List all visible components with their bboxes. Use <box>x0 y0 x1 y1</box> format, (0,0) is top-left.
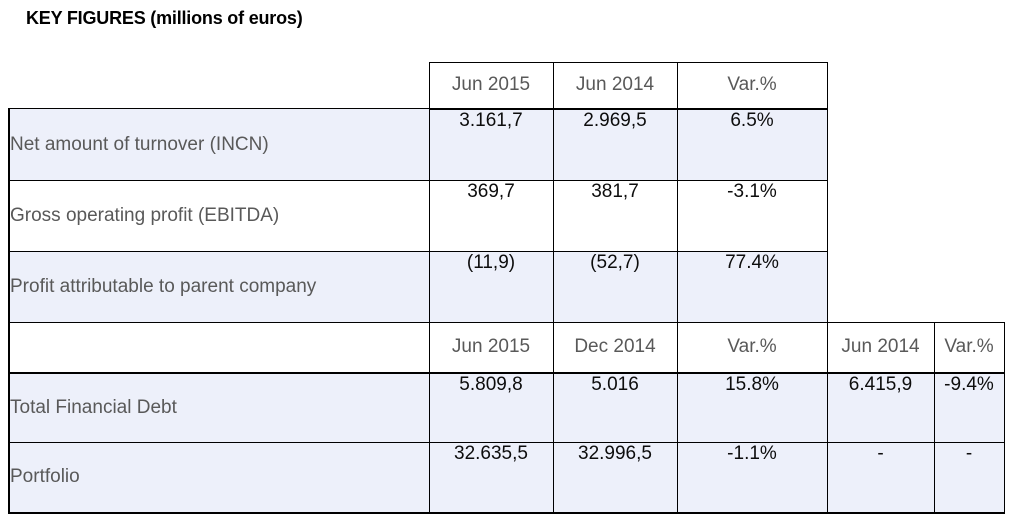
row-label: Profit attributable to parent company <box>8 251 430 323</box>
cell-value: 15.8% <box>676 372 828 443</box>
column-header-var-pct: Var.% <box>676 322 828 374</box>
cell-value: (52,7) <box>552 251 678 323</box>
section2-header-row: Jun 2015 Dec 2014 Var.% Jun 2014 Var.% <box>8 322 1005 374</box>
column-header-jun-2014: Jun 2014 <box>552 62 678 110</box>
spacer-cell <box>827 63 934 109</box>
cell-value: -9.4% <box>933 372 1005 443</box>
cell-value: 369,7 <box>428 180 554 252</box>
column-header-jun-2015: Jun 2015 <box>428 62 554 110</box>
page-title: KEY FIGURES (millions of euros) <box>26 8 303 28</box>
spacer-cell <box>934 252 1004 323</box>
cell-value: 32.635,5 <box>428 442 554 514</box>
row-label: Gross operating profit (EBITDA) <box>8 180 430 252</box>
cell-value: 2.969,5 <box>552 108 678 181</box>
cell-value: 6.5% <box>676 108 828 181</box>
cell-value: 6.415,9 <box>826 372 935 443</box>
cell-value: - <box>826 442 935 514</box>
cell-value: 5.809,8 <box>428 372 554 443</box>
key-figures-table-grid: Jun 2015 Jun 2014 Var.% Net amount of tu… <box>8 62 1005 514</box>
row-label: Total Financial Debt <box>8 372 430 443</box>
section1-header-row: Jun 2015 Jun 2014 Var.% <box>9 62 1004 110</box>
cell-value: 77.4% <box>676 251 828 323</box>
column-header-jun-2015: Jun 2015 <box>428 322 554 374</box>
table-row-total-debt: Total Financial Debt 5.809,8 5.016 15.8%… <box>8 372 1005 443</box>
cell-value: - <box>933 442 1005 514</box>
cell-value: 5.016 <box>552 372 678 443</box>
table-row-ebitda: Gross operating profit (EBITDA) 369,7 38… <box>8 180 1004 252</box>
table-row-turnover: Net amount of turnover (INCN) 3.161,7 2.… <box>8 108 1004 181</box>
spacer-cell <box>9 63 429 109</box>
cell-value: (11,9) <box>428 251 554 323</box>
table-row-profit: Profit attributable to parent company (1… <box>8 251 1004 323</box>
cell-value: 32.996,5 <box>552 442 678 514</box>
table-row-portfolio: Portfolio 32.635,5 32.996,5 -1.1% - - <box>8 442 1005 514</box>
cell-value: -1.1% <box>676 442 828 514</box>
cell-value: 381,7 <box>552 180 678 252</box>
row-label: Net amount of turnover (INCN) <box>8 108 430 181</box>
spacer-cell <box>934 181 1004 252</box>
column-header-var-pct: Var.% <box>933 322 1005 374</box>
column-header-var-pct: Var.% <box>676 62 828 110</box>
spacer-cell <box>827 109 934 181</box>
spacer-cell <box>934 109 1004 181</box>
row-label: Portfolio <box>8 442 430 514</box>
empty-header-cell <box>8 322 430 374</box>
key-figures-table: Jun 2015 Jun 2014 Var.% Net amount of tu… <box>8 62 1005 514</box>
column-header-jun-2014: Jun 2014 <box>826 322 935 374</box>
spacer-cell <box>827 181 934 252</box>
cell-value: -3.1% <box>676 180 828 252</box>
column-header-dec-2014: Dec 2014 <box>552 322 678 374</box>
cell-value: 3.161,7 <box>428 108 554 181</box>
spacer-cell <box>934 63 1004 109</box>
spacer-cell <box>827 252 934 323</box>
